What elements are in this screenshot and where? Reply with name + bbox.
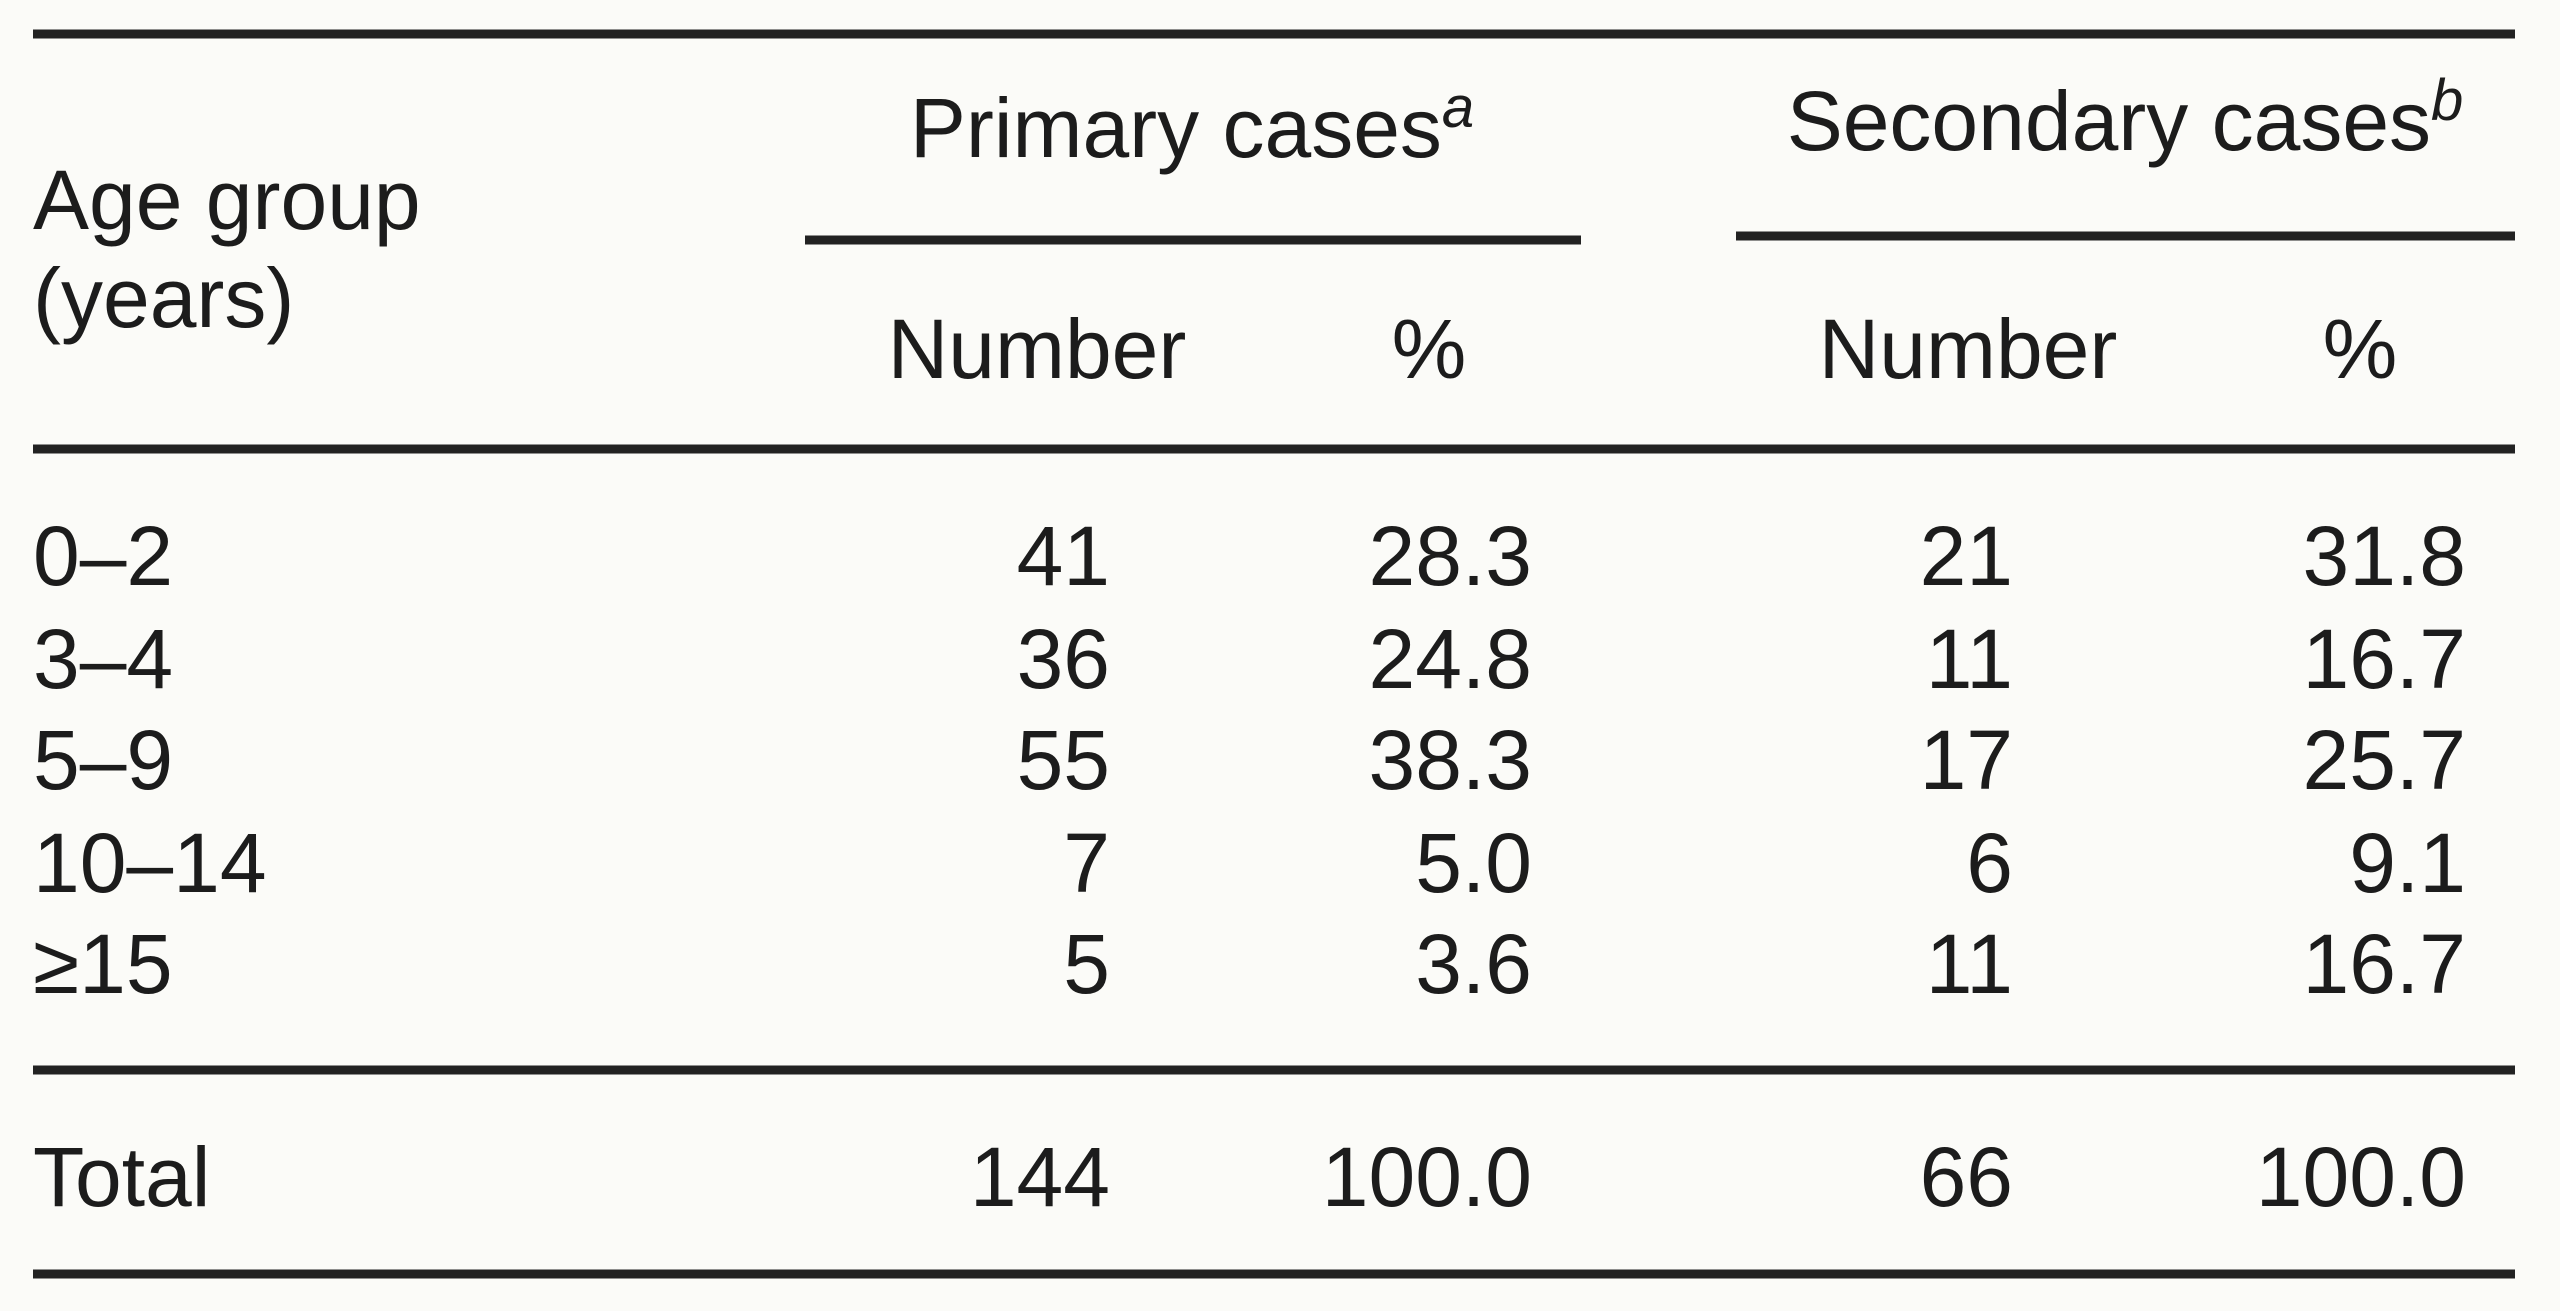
total-cell: 100.0 [2256,1130,2466,1224]
row-label: ≥15 [33,917,173,1011]
footnote-mark: b [2431,68,2463,133]
stub-header: (years) [33,251,294,345]
row-label: 3–4 [33,612,173,706]
row-cell: 21 [1920,509,2013,603]
row-cell: 41 [1017,509,1110,603]
column-header: % [2323,302,2398,396]
total-cell: 144 [970,1130,1110,1224]
row-cell: 28.3 [1369,509,1533,603]
row-cell: 31.8 [2303,509,2467,603]
group-header: Secondary casesb [1787,68,2464,168]
row-cell: 24.8 [1369,612,1533,706]
row-cell: 6 [1966,816,2013,910]
column-header: Number [888,302,1187,396]
row-label: 10–14 [33,816,267,910]
row-cell: 16.7 [2303,917,2467,1011]
row-cell: 11 [1926,917,2013,1011]
total-cell: 66 [1920,1130,2013,1224]
row-cell: 7 [1063,816,1110,910]
row-cell: 11 [1926,612,2013,706]
row-cell: 38.3 [1369,713,1533,807]
stub-header: Age group [33,153,421,247]
row-cell: 5 [1063,917,1110,1011]
row-cell: 3.6 [1415,917,1532,1011]
row-cell: 55 [1017,713,1110,807]
group-header: Primary casesa [910,75,1474,175]
group-label: Secondary cases [1787,74,2431,168]
row-label: 0–2 [33,509,173,603]
row-cell: 9.1 [2349,816,2466,910]
footnote-mark: a [1442,75,1474,140]
row-cell: 36 [1017,612,1110,706]
row-cell: 17 [1920,713,2013,807]
group-label: Primary cases [910,81,1442,175]
total-label: Total [33,1130,210,1224]
row-cell: 5.0 [1415,816,1532,910]
row-cell: 16.7 [2303,612,2467,706]
row-cell: 25.7 [2303,713,2467,807]
column-header: Number [1819,302,2118,396]
column-header: % [1392,302,1467,396]
row-label: 5–9 [33,713,173,807]
total-cell: 100.0 [1322,1130,1532,1224]
